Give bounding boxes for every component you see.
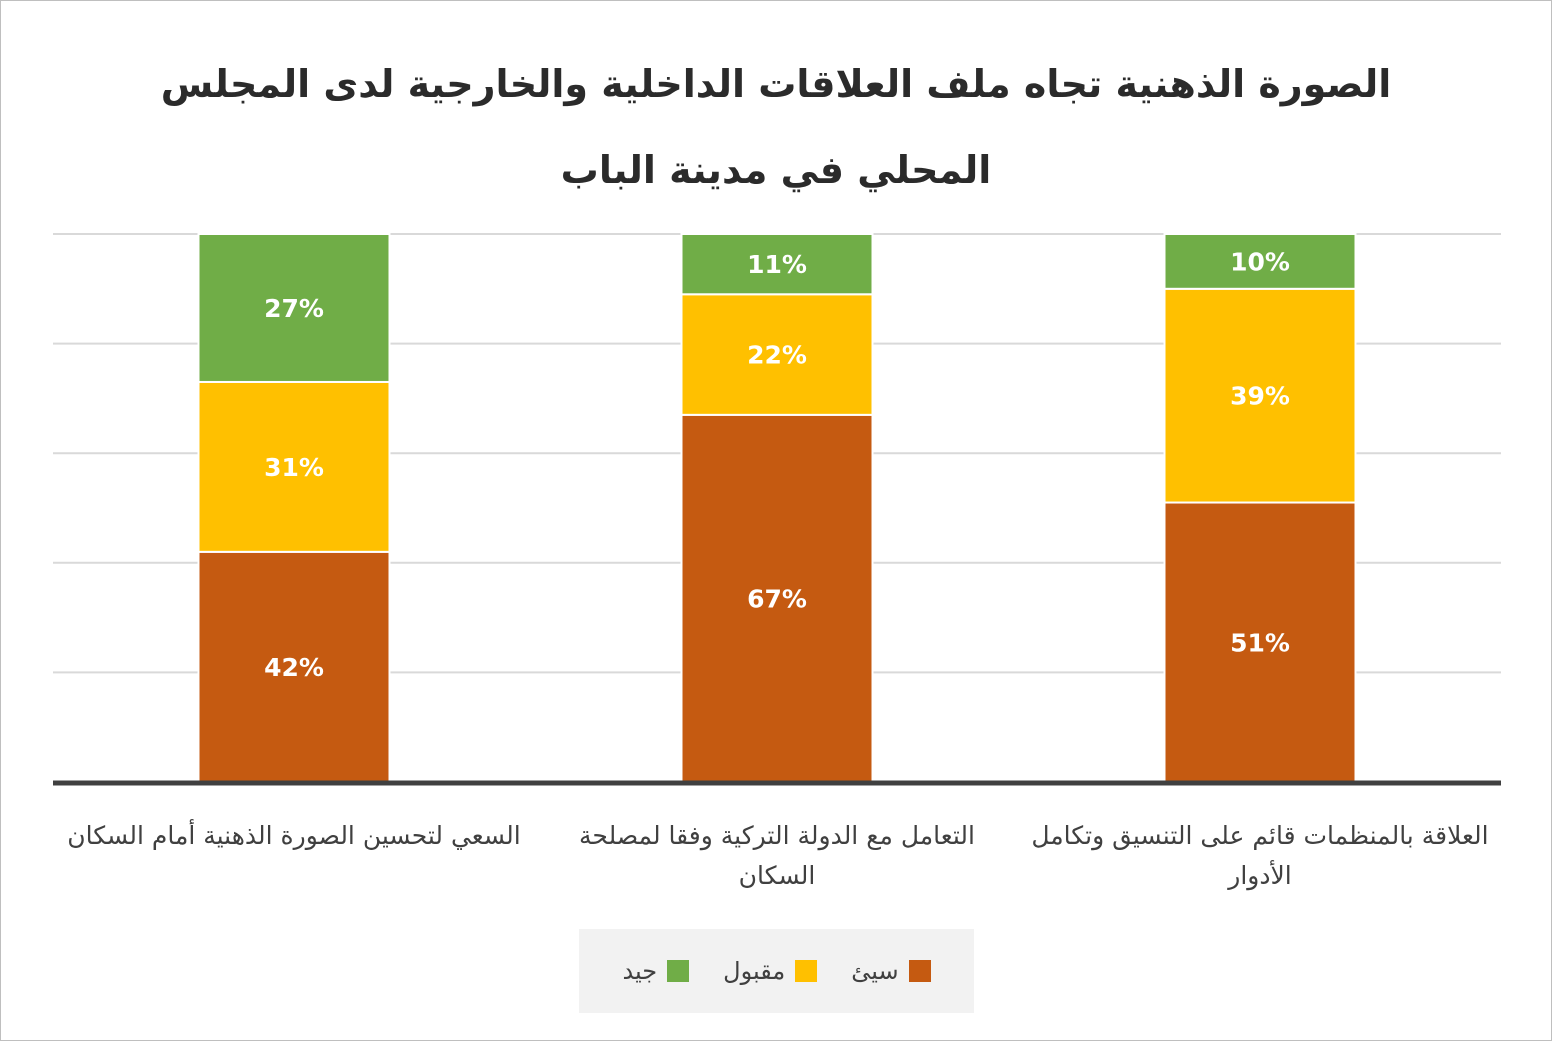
legend-item-acceptable: مقبول bbox=[723, 957, 818, 985]
legend-label-acceptable: مقبول bbox=[723, 957, 786, 985]
bar-segment-2-1 bbox=[680, 413, 874, 783]
legend-item-good: جيد bbox=[622, 957, 690, 985]
data-label-2-1: 67% bbox=[747, 584, 807, 613]
bar-segment-2-3 bbox=[680, 233, 874, 296]
data-label-2-2: 22% bbox=[747, 341, 807, 370]
legend-swatch-acceptable bbox=[795, 960, 818, 982]
bar-segment-1-3 bbox=[197, 233, 391, 383]
data-label-1-1: 42% bbox=[264, 653, 324, 682]
bar-segment-1-1 bbox=[197, 550, 391, 784]
chart-title: الصورة الذهنية تجاه ملف العلاقات الداخلي… bbox=[160, 62, 1392, 192]
data-label-3-2: 39% bbox=[1230, 382, 1290, 411]
category-label-3: العلاقة بالمنظمات قائم على التنسيق وتكام… bbox=[1031, 821, 1489, 890]
bar-segment-3-2 bbox=[1163, 287, 1357, 504]
data-label-3-3: 10% bbox=[1230, 247, 1290, 276]
data-label-2-3: 11% bbox=[747, 250, 807, 279]
data-label-1-3: 27% bbox=[264, 294, 324, 323]
category-label-2: التعامل مع الدولة التركية وفقا لمصلحة ال… bbox=[579, 821, 975, 890]
legend-label-bad: سيئ bbox=[851, 957, 899, 985]
data-label-1-2: 31% bbox=[264, 453, 324, 482]
data-label-3-1: 51% bbox=[1230, 628, 1290, 657]
legend-swatch-bad bbox=[908, 960, 931, 982]
bar-segment-2-2 bbox=[680, 293, 874, 416]
bar-segment-3-3 bbox=[1163, 233, 1357, 290]
legend-item-bad: سيئ bbox=[851, 957, 931, 985]
bar-segment-1-2 bbox=[197, 380, 391, 553]
legend-swatch-good bbox=[667, 960, 690, 982]
legend-label-good: جيد bbox=[622, 957, 658, 985]
bar-segment-3-1 bbox=[1163, 501, 1357, 783]
category-label-1: السعي لتحسين الصورة الذهنية أمام السكان bbox=[67, 821, 521, 850]
legend: سيئ مقبول جيد bbox=[579, 929, 974, 1013]
